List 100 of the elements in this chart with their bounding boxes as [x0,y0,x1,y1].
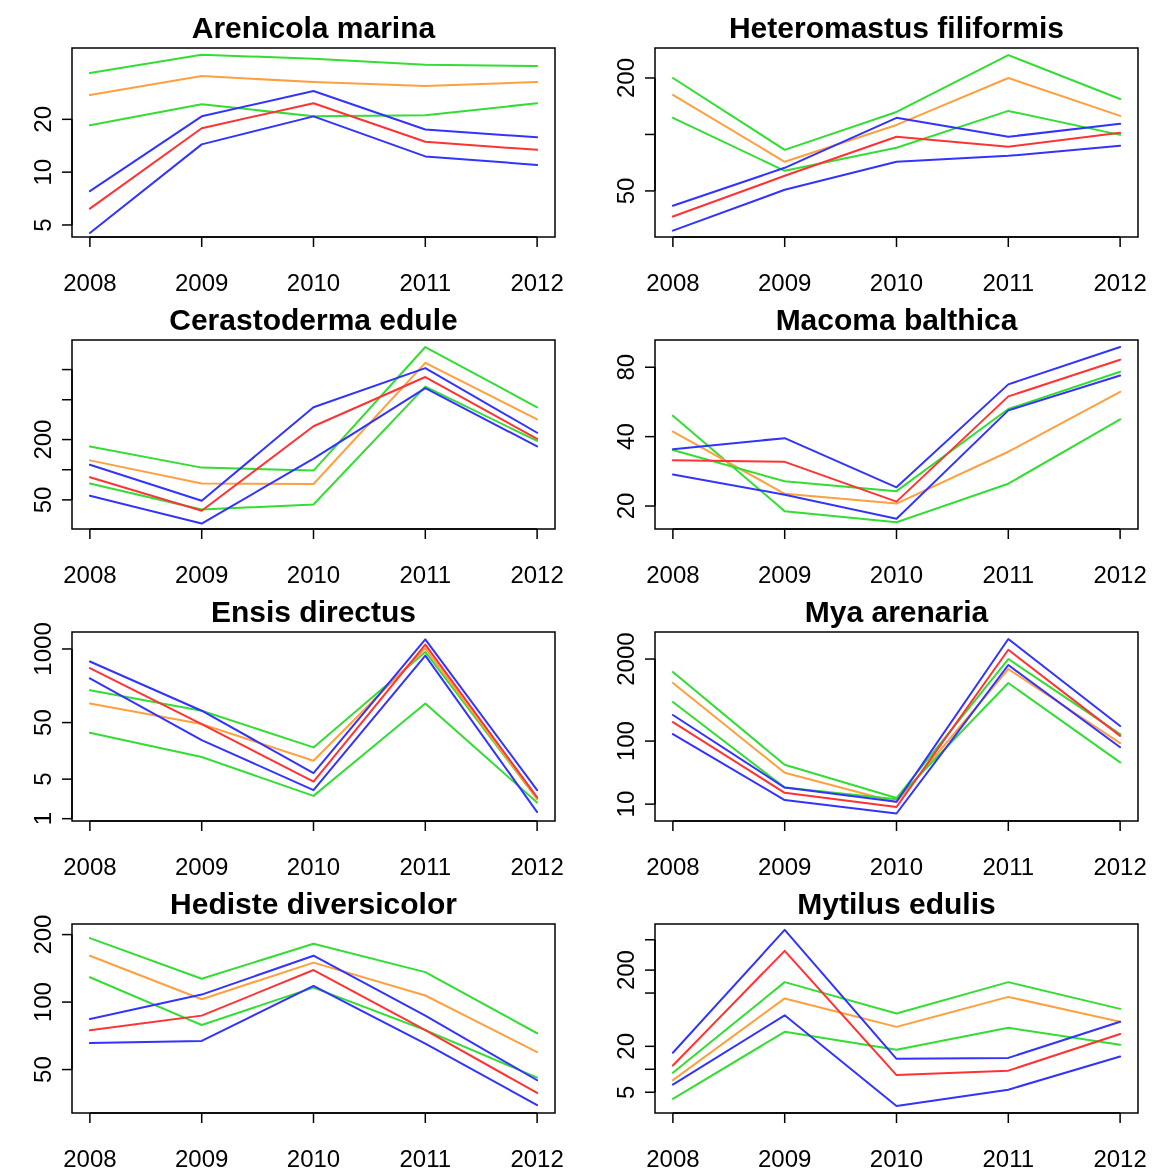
x-tick-label: 2008 [646,853,700,880]
line-series [671,1014,1122,1107]
x-tick-label: 2008 [646,269,700,296]
line-series [88,954,539,1054]
x-tick-label: 2009 [175,1145,229,1172]
x-tick-label: 2010 [869,853,924,880]
y-tick-label: 80 [611,353,639,381]
line-series [671,131,1122,218]
y-tick-label: 10 [611,790,639,818]
x-tick-label: 2011 [982,1145,1035,1172]
y-tick-label: 20 [611,1032,639,1060]
x-tick-label: 2011 [399,1145,452,1172]
x-tick-label: 2012 [510,1145,564,1172]
x-tick-label: 2012 [510,269,564,296]
y-tick-label: 1000 [28,622,56,676]
y-tick-label: 5 [611,1085,639,1099]
line-series [671,981,1122,1074]
x-tick-label: 2009 [758,1145,812,1172]
chart-title: Arenicola marina [191,11,436,44]
chart-title: Mya arenaria [804,595,989,628]
x-tick-label: 2008 [646,1145,700,1172]
line-series [88,102,539,210]
x-tick-label: 2011 [399,561,452,588]
y-tick-label: 20 [28,105,56,133]
line-series [88,976,539,1079]
chart-title: Macoma balthica [775,303,1018,336]
chart-title: Ensis directus [210,595,417,628]
y-tick-label: 50 [28,1056,56,1083]
line-series [88,969,539,1094]
line-series [88,102,539,127]
line-series [671,995,1122,1082]
x-tick-label: 2009 [758,853,812,880]
y-tick-label: 100 [611,721,639,762]
line-series [671,116,1122,207]
chart-title: Mytilus edulis [797,887,996,920]
x-tick-label: 2009 [758,561,812,588]
x-tick-label: 2010 [286,853,341,880]
y-tick-label: 2000 [611,632,639,686]
x-tick-label: 2010 [869,561,924,588]
x-tick-label: 2010 [286,561,341,588]
line-series [88,53,539,75]
line-series [88,75,539,97]
line-series [88,115,539,234]
line-series [671,949,1122,1077]
y-tick-label: 50 [28,709,56,736]
line-series [88,346,539,472]
x-tick-label: 2008 [63,269,117,296]
y-tick-label: 200 [611,950,639,991]
x-tick-label: 2008 [646,561,700,588]
y-tick-label: 20 [611,492,639,520]
x-tick-label: 2009 [175,269,229,296]
y-tick-label: 10 [28,158,56,186]
x-tick-label: 2010 [869,269,924,296]
y-tick-label: 50 [28,486,56,514]
x-tick-label: 2012 [1093,561,1147,588]
x-tick-label: 2012 [1093,269,1147,296]
line-series [671,144,1122,232]
line-series [671,374,1122,520]
chart-title: Heteromastus filiformis [728,11,1065,44]
line-series [671,1026,1122,1100]
chart-title: Hediste diversicolor [170,887,458,920]
x-tick-label: 2012 [510,853,564,880]
x-tick-label: 2009 [175,561,229,588]
y-tick-label: 5 [28,772,56,786]
y-tick-label: 200 [28,914,56,955]
line-series [88,90,539,193]
x-tick-label: 2011 [399,269,452,296]
line-series [671,76,1122,163]
x-tick-label: 2011 [982,853,1035,880]
y-tick-label: 200 [611,57,639,99]
y-tick-label: 5 [28,218,56,232]
x-tick-label: 2012 [1093,1145,1147,1172]
y-tick-label: 200 [28,419,56,460]
x-tick-label: 2012 [1093,853,1147,880]
line-series [88,937,539,1035]
chart-title: Cerastoderma edule [169,303,458,336]
line-series [671,346,1122,489]
x-tick-label: 2011 [399,853,452,880]
x-tick-label: 2010 [286,269,341,296]
x-tick-label: 2009 [758,269,812,296]
line-series [671,358,1122,503]
x-tick-label: 2011 [982,561,1035,588]
x-tick-label: 2008 [63,853,117,880]
line-series [671,109,1122,172]
x-tick-label: 2008 [63,1145,117,1172]
x-tick-label: 2009 [175,853,229,880]
line-series [88,984,539,1107]
y-tick-label: 1 [28,812,56,826]
x-tick-label: 2012 [510,561,564,588]
x-tick-label: 2011 [982,269,1035,296]
line-series [88,361,539,486]
line-series [671,390,1122,505]
line-series [671,54,1122,151]
line-series [88,954,539,1082]
line-series [671,928,1122,1060]
x-tick-label: 2010 [286,1145,341,1172]
y-tick-label: 50 [611,177,639,205]
y-tick-label: 40 [611,423,639,450]
x-tick-label: 2008 [63,561,117,588]
y-tick-label: 100 [28,982,56,1023]
